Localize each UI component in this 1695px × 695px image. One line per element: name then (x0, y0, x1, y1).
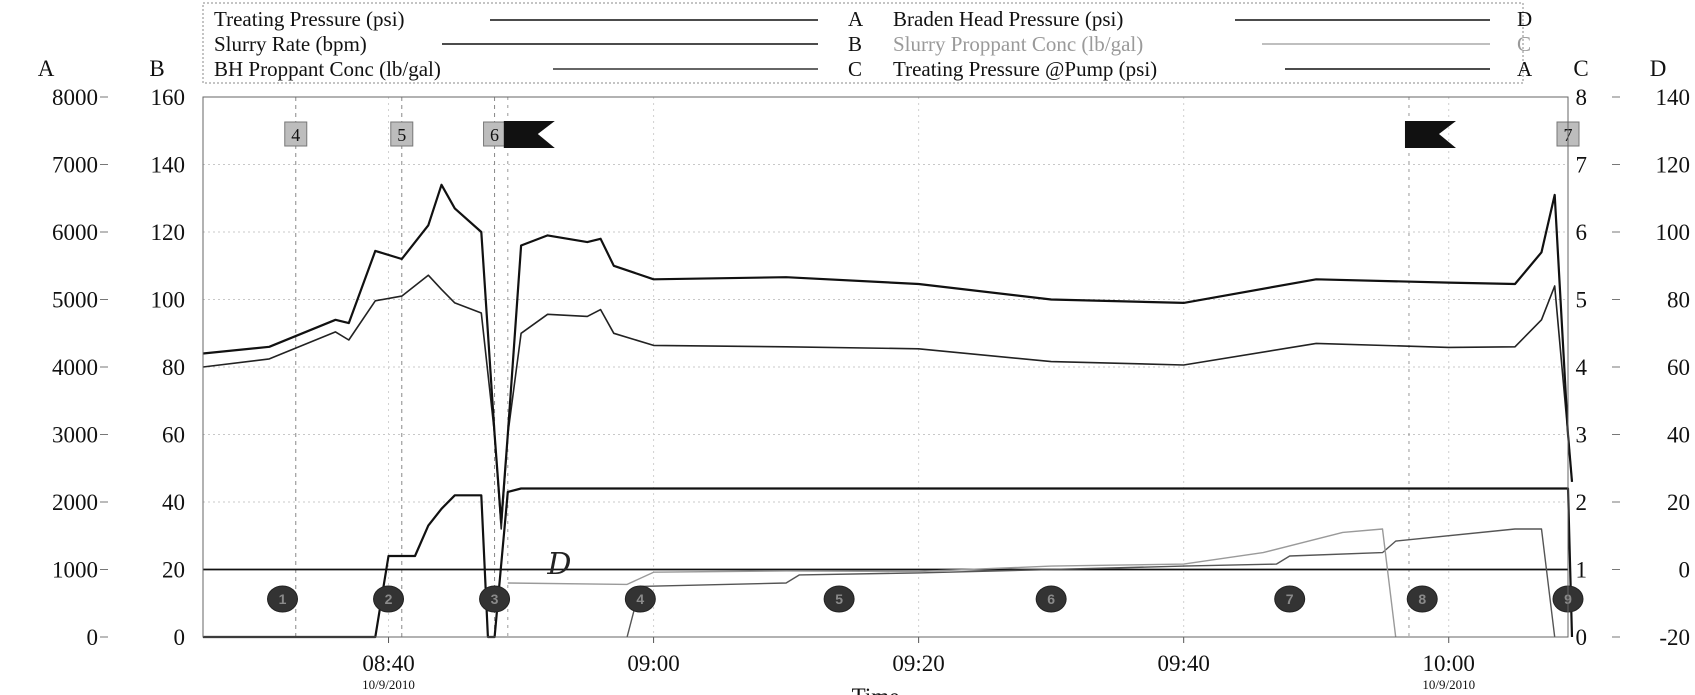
event-markers: 4 5 6 71 2 3 4 5 6 7 8 9 (267, 121, 1584, 613)
axis-a-tick-label: 7000 (52, 153, 98, 178)
event-circle (1035, 585, 1067, 613)
series-line-slurry-proppant-conc-lb-gal (507, 528, 1397, 638)
legend-entry-braden-head: Braden Head Pressure (psi) (893, 7, 1123, 31)
event-circle (1274, 585, 1306, 613)
legend-axis-slurry-proppant: C (1517, 32, 1531, 56)
event-circle-label: 5 (835, 591, 843, 607)
legend-entry-bh-proppant: BH Proppant Conc (lb/gal) (214, 57, 441, 81)
axis-c-tick-label: 5 (1576, 288, 1588, 313)
gridlines (203, 96, 1568, 638)
axis-a-label: A (38, 56, 55, 81)
axis-a-tick-label: 4000 (52, 355, 98, 380)
axis-b-label: B (149, 56, 164, 81)
axis-c-tick-label: 0 (1576, 625, 1588, 650)
axis-d-tick-label: 120 (1656, 153, 1691, 178)
axis-c-tick-label: 4 (1576, 355, 1588, 380)
event-circle (479, 585, 511, 613)
axis-a-tick-label: 1000 (52, 558, 98, 583)
stage-marker-label: 5 (397, 125, 406, 145)
event-circle-label: 2 (385, 591, 393, 607)
legend-entry-slurry-rate: Slurry Rate (bpm) (214, 32, 367, 56)
flag-marker (1404, 121, 1456, 148)
legend-box (202, 2, 1524, 84)
event-circle-label: 8 (1418, 591, 1426, 607)
event-circle-label: 6 (1047, 591, 1055, 607)
x-axis-title: Time (852, 684, 900, 695)
x-tick-label: 09:00 (627, 651, 679, 676)
stage-marker-label: 6 (490, 125, 499, 145)
axis-c-tick-label: 7 (1576, 153, 1588, 178)
event-circle-label: 3 (491, 591, 499, 607)
axis-d-tick-label: -20 (1659, 625, 1690, 650)
axis-b-tick-label: 80 (162, 355, 185, 380)
series-line-treating-pressure-psi (202, 274, 1573, 530)
legend-axis-braden-head: D (1517, 7, 1532, 31)
event-circle (1406, 585, 1438, 613)
axis-a-tick-label: 5000 (52, 288, 98, 313)
legend-axis-bh-proppant: C (848, 57, 862, 81)
axis-b-tick-label: 40 (162, 490, 185, 515)
event-circle-label: 4 (636, 591, 644, 607)
axis-d-tick-label: 100 (1656, 220, 1691, 245)
plot-frame (202, 96, 1569, 638)
event-circle-label: 1 (279, 591, 287, 607)
axis-c-tick-label: 2 (1576, 490, 1588, 515)
event-circle (823, 585, 855, 613)
axis-c-tick-label: 1 (1576, 558, 1588, 583)
legend: Treating Pressure (psi) A Slurry Rate (b… (202, 2, 1533, 84)
series-line-bh-proppant-conc-lb-gal (626, 528, 1556, 638)
axis-b-tick-label: 140 (151, 153, 186, 178)
axis-b-tick-label: 0 (174, 625, 186, 650)
axis-b-tick-label: 100 (151, 288, 186, 313)
legend-axis-slurry-rate: B (848, 32, 862, 56)
handwritten-annotation: D (546, 547, 571, 582)
axis-a-tick-label: 0 (87, 625, 99, 650)
event-circle-label: 7 (1286, 591, 1294, 607)
axis-d-tick-label: 20 (1667, 490, 1690, 515)
axis-a-tick-label: 2000 (52, 490, 98, 515)
x-tick-label: 10:00 (1423, 651, 1475, 676)
axis-c-label: C (1573, 56, 1588, 81)
x-tick-label: 09:20 (892, 651, 944, 676)
axis-d-tick-label: 40 (1667, 423, 1690, 448)
tick-labels: 0100020003000400050006000700080000204060… (52, 85, 1690, 695)
axis-d-tick-label: 0 (1679, 558, 1691, 583)
legend-entry-treating-pressure: Treating Pressure (psi) (214, 7, 405, 31)
x-tick-date: 10/9/2010 (362, 677, 415, 692)
stage-marker-box (284, 121, 308, 147)
axis-b-tick-label: 160 (151, 85, 186, 110)
axis-d-label: D (1650, 56, 1667, 81)
legend-entry-treating-pump: Treating Pressure @Pump (psi) (893, 57, 1157, 81)
legend-axis-treating-pressure: A (848, 7, 864, 31)
event-circle (624, 585, 656, 613)
axis-b-tick-label: 60 (162, 423, 185, 448)
event-circle (267, 585, 299, 613)
axis-b-tick-label: 120 (151, 220, 186, 245)
axis-b-tick-label: 20 (162, 558, 185, 583)
series-line-treating-pressure-pump-psi (202, 183, 1574, 524)
flag-marker (503, 121, 555, 148)
event-circle (373, 585, 405, 613)
legend-entry-slurry-proppant: Slurry Proppant Conc (lb/gal) (893, 32, 1143, 56)
x-tick-date: 10/9/2010 (1422, 677, 1475, 692)
axis-c-tick-label: 8 (1576, 85, 1588, 110)
legend-axis-treating-pump: A (1517, 57, 1533, 81)
stage-marker-box (390, 121, 414, 147)
axis-c-tick-label: 6 (1576, 220, 1588, 245)
stage-marker-label: 4 (291, 125, 300, 145)
axis-a-tick-label: 3000 (52, 423, 98, 448)
axis-d-tick-label: 60 (1667, 355, 1690, 380)
x-tick-label: 08:40 (362, 651, 414, 676)
axis-d-tick-label: 140 (1656, 85, 1691, 110)
axis-c-tick-label: 3 (1576, 423, 1588, 448)
axis-a-tick-label: 6000 (52, 220, 98, 245)
x-tick-label: 09:40 (1157, 651, 1209, 676)
axis-a-tick-label: 8000 (52, 85, 98, 110)
axis-d-tick-label: 80 (1667, 288, 1690, 313)
